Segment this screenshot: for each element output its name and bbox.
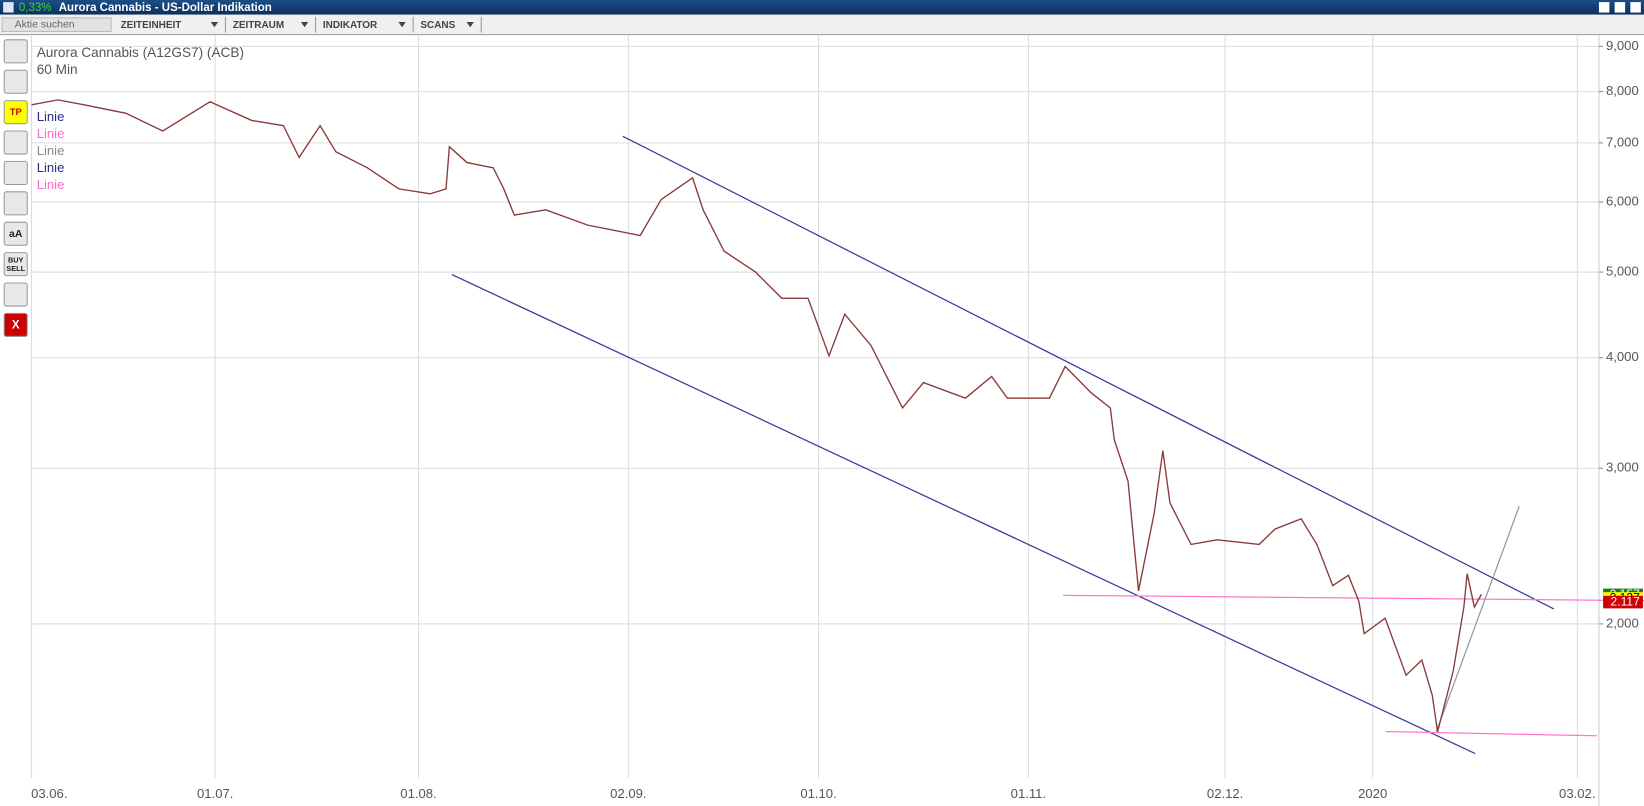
tool-button[interactable] xyxy=(3,39,28,64)
chart-title: Aurora Cannabis (A12GS7) (ACB) xyxy=(37,45,244,60)
price-labels: 2.1572.1372.117 xyxy=(1603,587,1643,609)
chart-subtitle: 60 Min xyxy=(37,62,78,77)
tool-button[interactable] xyxy=(3,312,28,337)
y-tick-label: 8,000 xyxy=(1606,83,1639,98)
tool-label: SELL xyxy=(6,264,25,273)
y-tick-label: 5,000 xyxy=(1606,264,1639,279)
menu-arrow xyxy=(300,22,309,28)
plot xyxy=(31,99,1483,732)
x-tick-label: 03.02. xyxy=(1559,786,1595,801)
x-tick-label: 01.08. xyxy=(400,786,436,801)
toolbar xyxy=(0,14,1644,35)
window-button[interactable] xyxy=(1598,2,1610,13)
window-title: Aurora Cannabis - US-Dollar Indikation xyxy=(59,2,272,14)
drawings xyxy=(451,135,1644,755)
y-tick-label: 9,000 xyxy=(1606,38,1639,53)
search-box[interactable] xyxy=(1,17,112,32)
search-placeholder: Aktie suchen xyxy=(15,19,75,30)
legend: Linie Linie Linie Linie Linie xyxy=(37,109,65,192)
x-tick-label: 02.09. xyxy=(610,786,646,801)
trend-line xyxy=(1435,506,1520,732)
price-label: 2.117 xyxy=(1611,594,1641,608)
tool-label: X xyxy=(12,319,20,331)
app-icon xyxy=(3,2,14,13)
change: 0,33% xyxy=(19,2,52,14)
menus: ZEITEINHEIT ZEITRAUM INDIKATOR SCANS xyxy=(121,16,482,33)
legend-entry: Linie xyxy=(37,126,65,141)
tool-button[interactable] xyxy=(3,100,28,125)
tool-label: BUY xyxy=(8,255,24,264)
x-tick-label: 01.07. xyxy=(197,786,233,801)
price-label-box xyxy=(1603,595,1643,609)
channel-upper xyxy=(622,135,1555,610)
tool-label: TP xyxy=(10,106,22,117)
legend-entry: Linie xyxy=(37,160,65,175)
tool-button[interactable] xyxy=(3,130,28,155)
y-tick-label: 6,000 xyxy=(1606,194,1639,209)
x-tick-label: 01.11. xyxy=(1011,786,1046,801)
y-tick-label: 7,000 xyxy=(1606,134,1639,149)
y-tick-label: 3,000 xyxy=(1606,460,1639,475)
window-button[interactable] xyxy=(1630,2,1641,13)
tool-button[interactable] xyxy=(3,221,28,246)
channel-lower xyxy=(451,274,1476,755)
x-tick-label: 03.06. xyxy=(31,786,67,801)
price-line xyxy=(31,99,1483,732)
tool-button[interactable] xyxy=(3,252,28,277)
tool-button[interactable] xyxy=(3,160,28,185)
support-line xyxy=(1386,730,1597,737)
legend-entry: Linie xyxy=(37,143,65,158)
window-button[interactable] xyxy=(1614,2,1626,13)
tool-button[interactable] xyxy=(3,191,28,216)
x-tick-label: 02.12. xyxy=(1207,786,1243,801)
y-tick-label: 4,000 xyxy=(1606,349,1639,364)
menu-arrow xyxy=(398,22,406,28)
tool-label: aA xyxy=(9,229,23,240)
title-bar xyxy=(0,0,1644,15)
tool-button[interactable] xyxy=(3,69,28,94)
legend-entry: Linie xyxy=(37,109,65,124)
grid: 2,000 3,000 4,000 5,000 6,000 7,000 8,000 9,000… xyxy=(31,35,1639,801)
menu-arrow xyxy=(210,22,219,28)
menu-arrow xyxy=(466,22,474,28)
menu-label[interactable]: ZEITEINHEIT xyxy=(121,20,182,31)
support-line xyxy=(1063,594,1644,602)
x-tick-label: 2020 xyxy=(1358,786,1387,801)
legend-entry: Linie xyxy=(37,177,65,192)
x-tick-label: 01.10. xyxy=(800,786,836,801)
menu-label[interactable]: INDIKATOR xyxy=(323,20,377,31)
tool-button[interactable] xyxy=(3,282,28,307)
menu-label[interactable]: ZEITRAUM xyxy=(233,20,284,31)
y-tick-label: 2,000 xyxy=(1606,615,1639,630)
menu-label[interactable]: SCANS xyxy=(420,20,455,31)
